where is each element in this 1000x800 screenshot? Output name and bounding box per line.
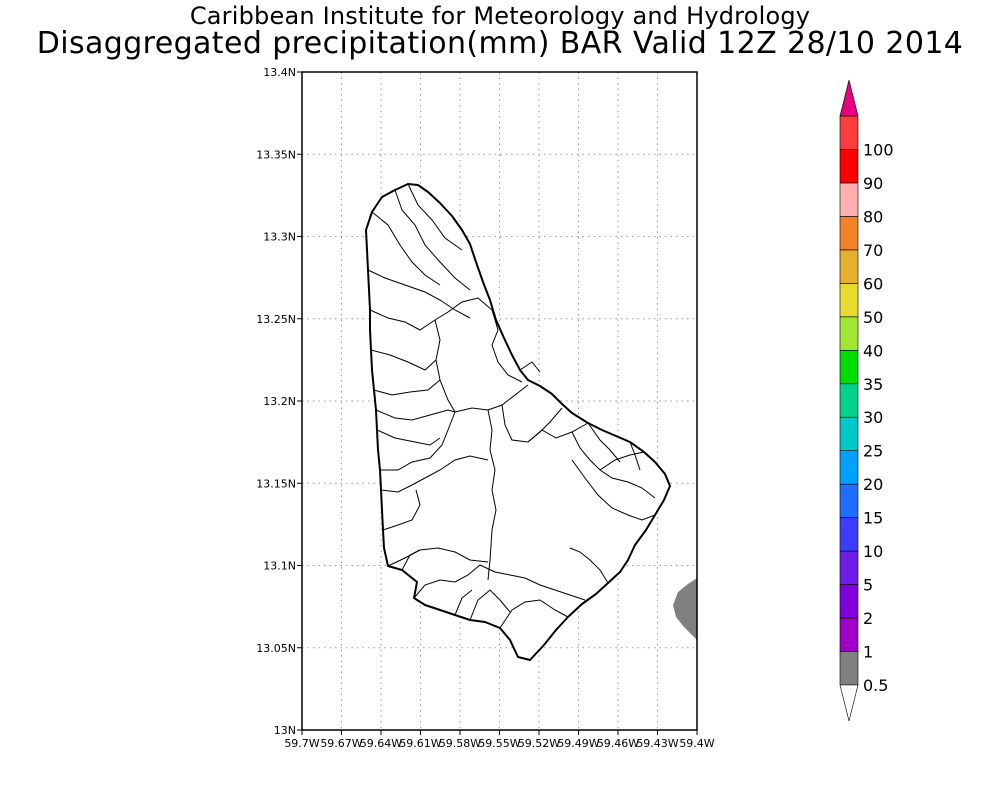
x-tick-label: 59.4W (679, 737, 714, 750)
x-axis-ticks (301, 730, 698, 735)
y-axis-labels: 13N 13.05N 13.1N 13.15N 13.2N 13.25N 13.3N 13.3… (256, 66, 296, 737)
colorbar-level-label: 100 (863, 140, 894, 159)
x-tick-label: 59.46W (597, 737, 639, 750)
colorbar-level-label: 35 (863, 375, 883, 394)
barbados-coastline (365, 183, 671, 661)
colorbar-level-label: 5 (863, 576, 873, 595)
chart-title: Caribbean Institute for Meteorology and … (189, 2, 811, 30)
precipitation-patch (673, 578, 697, 640)
y-tick-label: 13.1N (263, 560, 296, 573)
x-tick-label: 59.43W (636, 737, 678, 750)
parish-boundaries (367, 183, 656, 629)
y-tick-label: 13.2N (263, 395, 296, 408)
colorbar-level-label: 10 (863, 542, 883, 561)
colorbar-level-label: 0.5 (863, 676, 888, 695)
colorbar-swatch (839, 617, 859, 652)
y-tick-label: 13.35N (256, 148, 296, 161)
colorbar-level-label: 30 (863, 408, 883, 427)
colorbar-level-label: 15 (863, 509, 883, 528)
y-axis-ticks (297, 71, 302, 731)
colorbar-level-label: 1 (863, 643, 873, 662)
colorbar-max-arrow (839, 79, 859, 117)
colorbar-swatch (839, 416, 859, 452)
x-axis-labels: 59.7W 59.67W59.64W59.61W59.58W59.55W59.52… (284, 737, 714, 750)
chart-subtitle: Disaggregated precipitation(mm) BAR Vali… (36, 26, 964, 61)
y-tick-label: 13N (274, 724, 296, 737)
barbados-land (365, 183, 671, 661)
colorbar-level-label: 20 (863, 475, 883, 494)
x-tick-label: 59.61W (399, 737, 441, 750)
colorbar-level-label: 25 (863, 442, 883, 461)
x-tick-label: 59.58W (439, 737, 481, 750)
colorbar-swatch (839, 450, 859, 485)
colorbar-swatch (839, 149, 859, 184)
colorbar-level-label: 40 (863, 341, 883, 360)
colorbar-swatch (839, 283, 859, 318)
colorbar-swatch (839, 115, 859, 150)
colorbar-swatch (839, 651, 859, 686)
colorbar-level-label: 60 (863, 274, 883, 293)
colorbar-swatch (839, 316, 859, 351)
colorbar-level-label: 90 (863, 174, 883, 193)
x-tick-label: 59.7W (284, 737, 319, 750)
colorbar-swatch (839, 349, 859, 385)
y-tick-label: 13.25N (256, 313, 296, 326)
y-tick-label: 13.4N (263, 66, 296, 79)
x-tick-label: 59.49W (557, 737, 599, 750)
colorbar-level-label: 70 (863, 241, 883, 260)
x-tick-label: 59.64W (360, 737, 402, 750)
colorbar-swatch (839, 584, 859, 619)
colorbar-swatch (839, 550, 859, 585)
colorbar-swatch (839, 216, 859, 251)
colorbar-swatch (839, 249, 859, 284)
y-tick-label: 13.3N (263, 231, 296, 244)
colorbar-level-label: 2 (863, 609, 873, 628)
colorbar-min-arrow (839, 684, 859, 722)
colorbar-swatch (839, 383, 859, 418)
colorbar-level-label: 50 (863, 308, 883, 327)
y-tick-label: 13.15N (256, 477, 296, 490)
x-tick-label: 59.52W (518, 737, 560, 750)
y-tick-label: 13.05N (256, 642, 296, 655)
x-tick-label: 59.67W (320, 737, 362, 750)
colorbar-level-label: 80 (863, 207, 883, 226)
x-tick-label: 59.55W (478, 737, 520, 750)
colorbar-swatch (839, 517, 859, 552)
colorbar-swatch (839, 483, 859, 518)
colorbar-swatch (839, 182, 859, 217)
